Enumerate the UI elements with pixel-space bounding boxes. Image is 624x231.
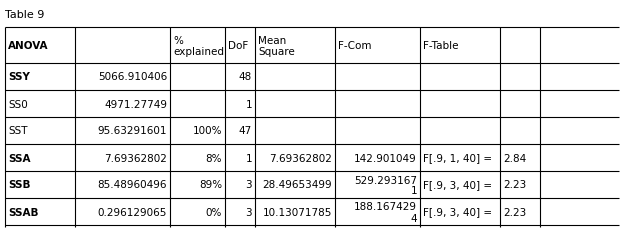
Text: 2.23: 2.23 — [503, 180, 526, 190]
Text: F-Com: F-Com — [338, 41, 371, 51]
Text: F[.9, 3, 40] =: F[.9, 3, 40] = — [423, 180, 492, 190]
Text: 7.69362802: 7.69362802 — [104, 153, 167, 163]
Text: 7.69362802: 7.69362802 — [269, 153, 332, 163]
Text: SSY: SSY — [8, 72, 30, 82]
Text: Square: Square — [258, 47, 295, 57]
Text: 95.63291601: 95.63291601 — [97, 126, 167, 136]
Text: SSA: SSA — [8, 153, 31, 163]
Text: 1: 1 — [411, 186, 417, 196]
Text: 4971.27749: 4971.27749 — [104, 99, 167, 109]
Text: F[.9, 3, 40] =: F[.9, 3, 40] = — [423, 207, 492, 217]
Text: 28.49653499: 28.49653499 — [262, 180, 332, 190]
Text: 2.84: 2.84 — [503, 153, 526, 163]
Text: 10.13071785: 10.13071785 — [263, 207, 332, 217]
Text: 1: 1 — [245, 99, 252, 109]
Text: 89%: 89% — [199, 180, 222, 190]
Text: Mean: Mean — [258, 36, 286, 46]
Text: explained: explained — [173, 47, 224, 57]
Text: SSAB: SSAB — [8, 207, 39, 217]
Text: 2.23: 2.23 — [503, 207, 526, 217]
Text: 5066.910406: 5066.910406 — [98, 72, 167, 82]
Text: 48: 48 — [239, 72, 252, 82]
Text: SST: SST — [8, 126, 27, 136]
Text: F-Table: F-Table — [423, 41, 459, 51]
Text: SSB: SSB — [8, 180, 31, 190]
Text: 8%: 8% — [205, 153, 222, 163]
Text: 0%: 0% — [206, 207, 222, 217]
Text: F[.9, 1, 40] =: F[.9, 1, 40] = — [423, 153, 492, 163]
Text: SS0: SS0 — [8, 99, 27, 109]
Text: Table 9: Table 9 — [5, 10, 44, 20]
Text: %: % — [173, 36, 183, 46]
Text: 529.293167: 529.293167 — [354, 175, 417, 185]
Text: 142.901049: 142.901049 — [354, 153, 417, 163]
Text: 0.296129065: 0.296129065 — [97, 207, 167, 217]
Text: 100%: 100% — [192, 126, 222, 136]
Text: 85.48960496: 85.48960496 — [97, 180, 167, 190]
Text: 3: 3 — [245, 180, 252, 190]
Text: 188.167429: 188.167429 — [354, 202, 417, 212]
Text: 4: 4 — [411, 213, 417, 222]
Text: ANOVA: ANOVA — [8, 41, 49, 51]
Text: DoF: DoF — [228, 41, 248, 51]
Text: 47: 47 — [239, 126, 252, 136]
Text: 1: 1 — [245, 153, 252, 163]
Text: 3: 3 — [245, 207, 252, 217]
